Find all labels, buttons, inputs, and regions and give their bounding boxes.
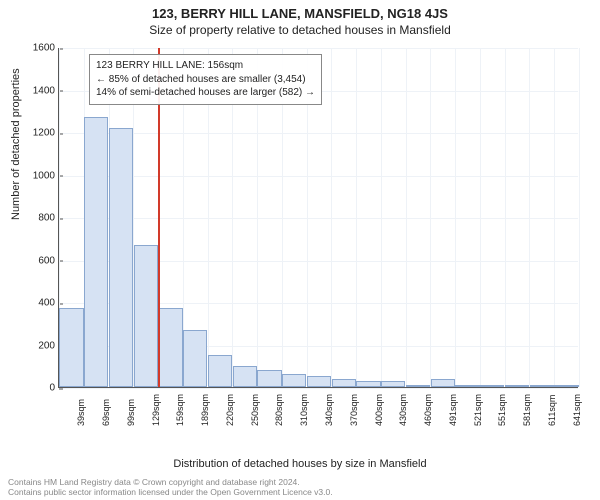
x-tick-label: 370sqm (347, 394, 359, 426)
gridline-h (59, 48, 578, 49)
x-tick-label: 39sqm (74, 399, 86, 426)
gridline-h (59, 176, 578, 177)
histogram-bar (554, 385, 578, 387)
x-tick-label: 310sqm (297, 394, 309, 426)
x-tick-label: 159sqm (173, 394, 185, 426)
x-tick-label: 581sqm (520, 394, 532, 426)
x-tick-label: 611sqm (545, 395, 557, 426)
y-tick-label: 1400 (33, 85, 59, 96)
x-tick-label: 340sqm (322, 394, 334, 426)
histogram-bar (530, 385, 554, 387)
histogram-bar (134, 245, 158, 387)
y-tick-label: 1600 (33, 43, 59, 54)
y-axis-label: Number of detached properties (10, 68, 22, 220)
x-axis-label: Distribution of detached houses by size … (0, 458, 600, 470)
chart-area: 0200400600800100012001400160039sqm69sqm9… (58, 48, 578, 418)
x-tick-label: 491sqm (446, 394, 458, 426)
histogram-bar (158, 308, 182, 387)
gridline-v (505, 48, 506, 387)
x-tick-label: 69sqm (99, 399, 111, 426)
histogram-bar (332, 379, 356, 388)
x-tick-label: 250sqm (248, 394, 260, 426)
histogram-bar (109, 128, 133, 387)
histogram-bar (84, 117, 108, 387)
histogram-bar (455, 385, 479, 387)
annotation-line-1: 123 BERRY HILL LANE: 156sqm (96, 59, 315, 73)
title-block: 123, BERRY HILL LANE, MANSFIELD, NG18 4J… (0, 0, 600, 37)
histogram-bar (183, 330, 207, 387)
x-tick-label: 189sqm (198, 394, 210, 426)
gridline-v (381, 48, 382, 387)
gridline-v (455, 48, 456, 387)
y-tick-label: 0 (49, 383, 59, 394)
histogram-bar (59, 308, 83, 387)
annotation-box: 123 BERRY HILL LANE: 156sqm ← 85% of det… (89, 54, 322, 105)
y-tick-label: 1200 (33, 128, 59, 139)
gridline-h (59, 388, 578, 389)
histogram-bar (208, 355, 232, 387)
page-title: 123, BERRY HILL LANE, MANSFIELD, NG18 4J… (0, 6, 600, 21)
histogram-bar (257, 370, 281, 387)
x-tick-label: 99sqm (124, 399, 136, 426)
gridline-v (529, 48, 530, 387)
gridline-v (554, 48, 555, 387)
x-tick-label: 460sqm (421, 394, 433, 426)
histogram-bar (356, 381, 380, 387)
gridline-v (406, 48, 407, 387)
x-tick-label: 551sqm (495, 394, 507, 426)
gridline-v (430, 48, 431, 387)
y-tick-label: 1000 (33, 170, 59, 181)
x-tick-label: 521sqm (471, 394, 483, 426)
x-tick-label: 280sqm (272, 394, 284, 426)
gridline-v (356, 48, 357, 387)
plot-region: 0200400600800100012001400160039sqm69sqm9… (58, 48, 578, 388)
annotation-line-3: 14% of semi-detached houses are larger (… (96, 86, 315, 100)
y-tick-label: 600 (38, 255, 59, 266)
histogram-bar (480, 385, 504, 387)
histogram-bar (307, 376, 331, 387)
annotation-line-2: ← 85% of detached houses are smaller (3,… (96, 73, 315, 87)
histogram-bar (233, 366, 257, 387)
x-tick-label: 220sqm (223, 394, 235, 426)
histogram-bar (282, 374, 306, 387)
y-tick-label: 400 (38, 298, 59, 309)
x-tick-label: 641sqm (570, 394, 582, 426)
gridline-h (59, 218, 578, 219)
x-tick-label: 400sqm (372, 394, 384, 426)
gridline-v (579, 48, 580, 387)
page-subtitle: Size of property relative to detached ho… (0, 23, 600, 37)
y-tick-label: 200 (38, 340, 59, 351)
footer-line-1: Contains HM Land Registry data © Crown c… (8, 477, 592, 488)
histogram-bar (505, 385, 529, 387)
histogram-bar (406, 385, 430, 387)
gridline-v (480, 48, 481, 387)
x-tick-label: 430sqm (396, 394, 408, 426)
x-tick-label: 129sqm (149, 394, 161, 426)
gridline-v (331, 48, 332, 387)
footer-line-2: Contains public sector information licen… (8, 487, 592, 498)
gridline-h (59, 133, 578, 134)
histogram-bar (431, 379, 455, 388)
histogram-bar (381, 381, 405, 387)
footer-attribution: Contains HM Land Registry data © Crown c… (8, 477, 592, 498)
y-tick-label: 800 (38, 213, 59, 224)
